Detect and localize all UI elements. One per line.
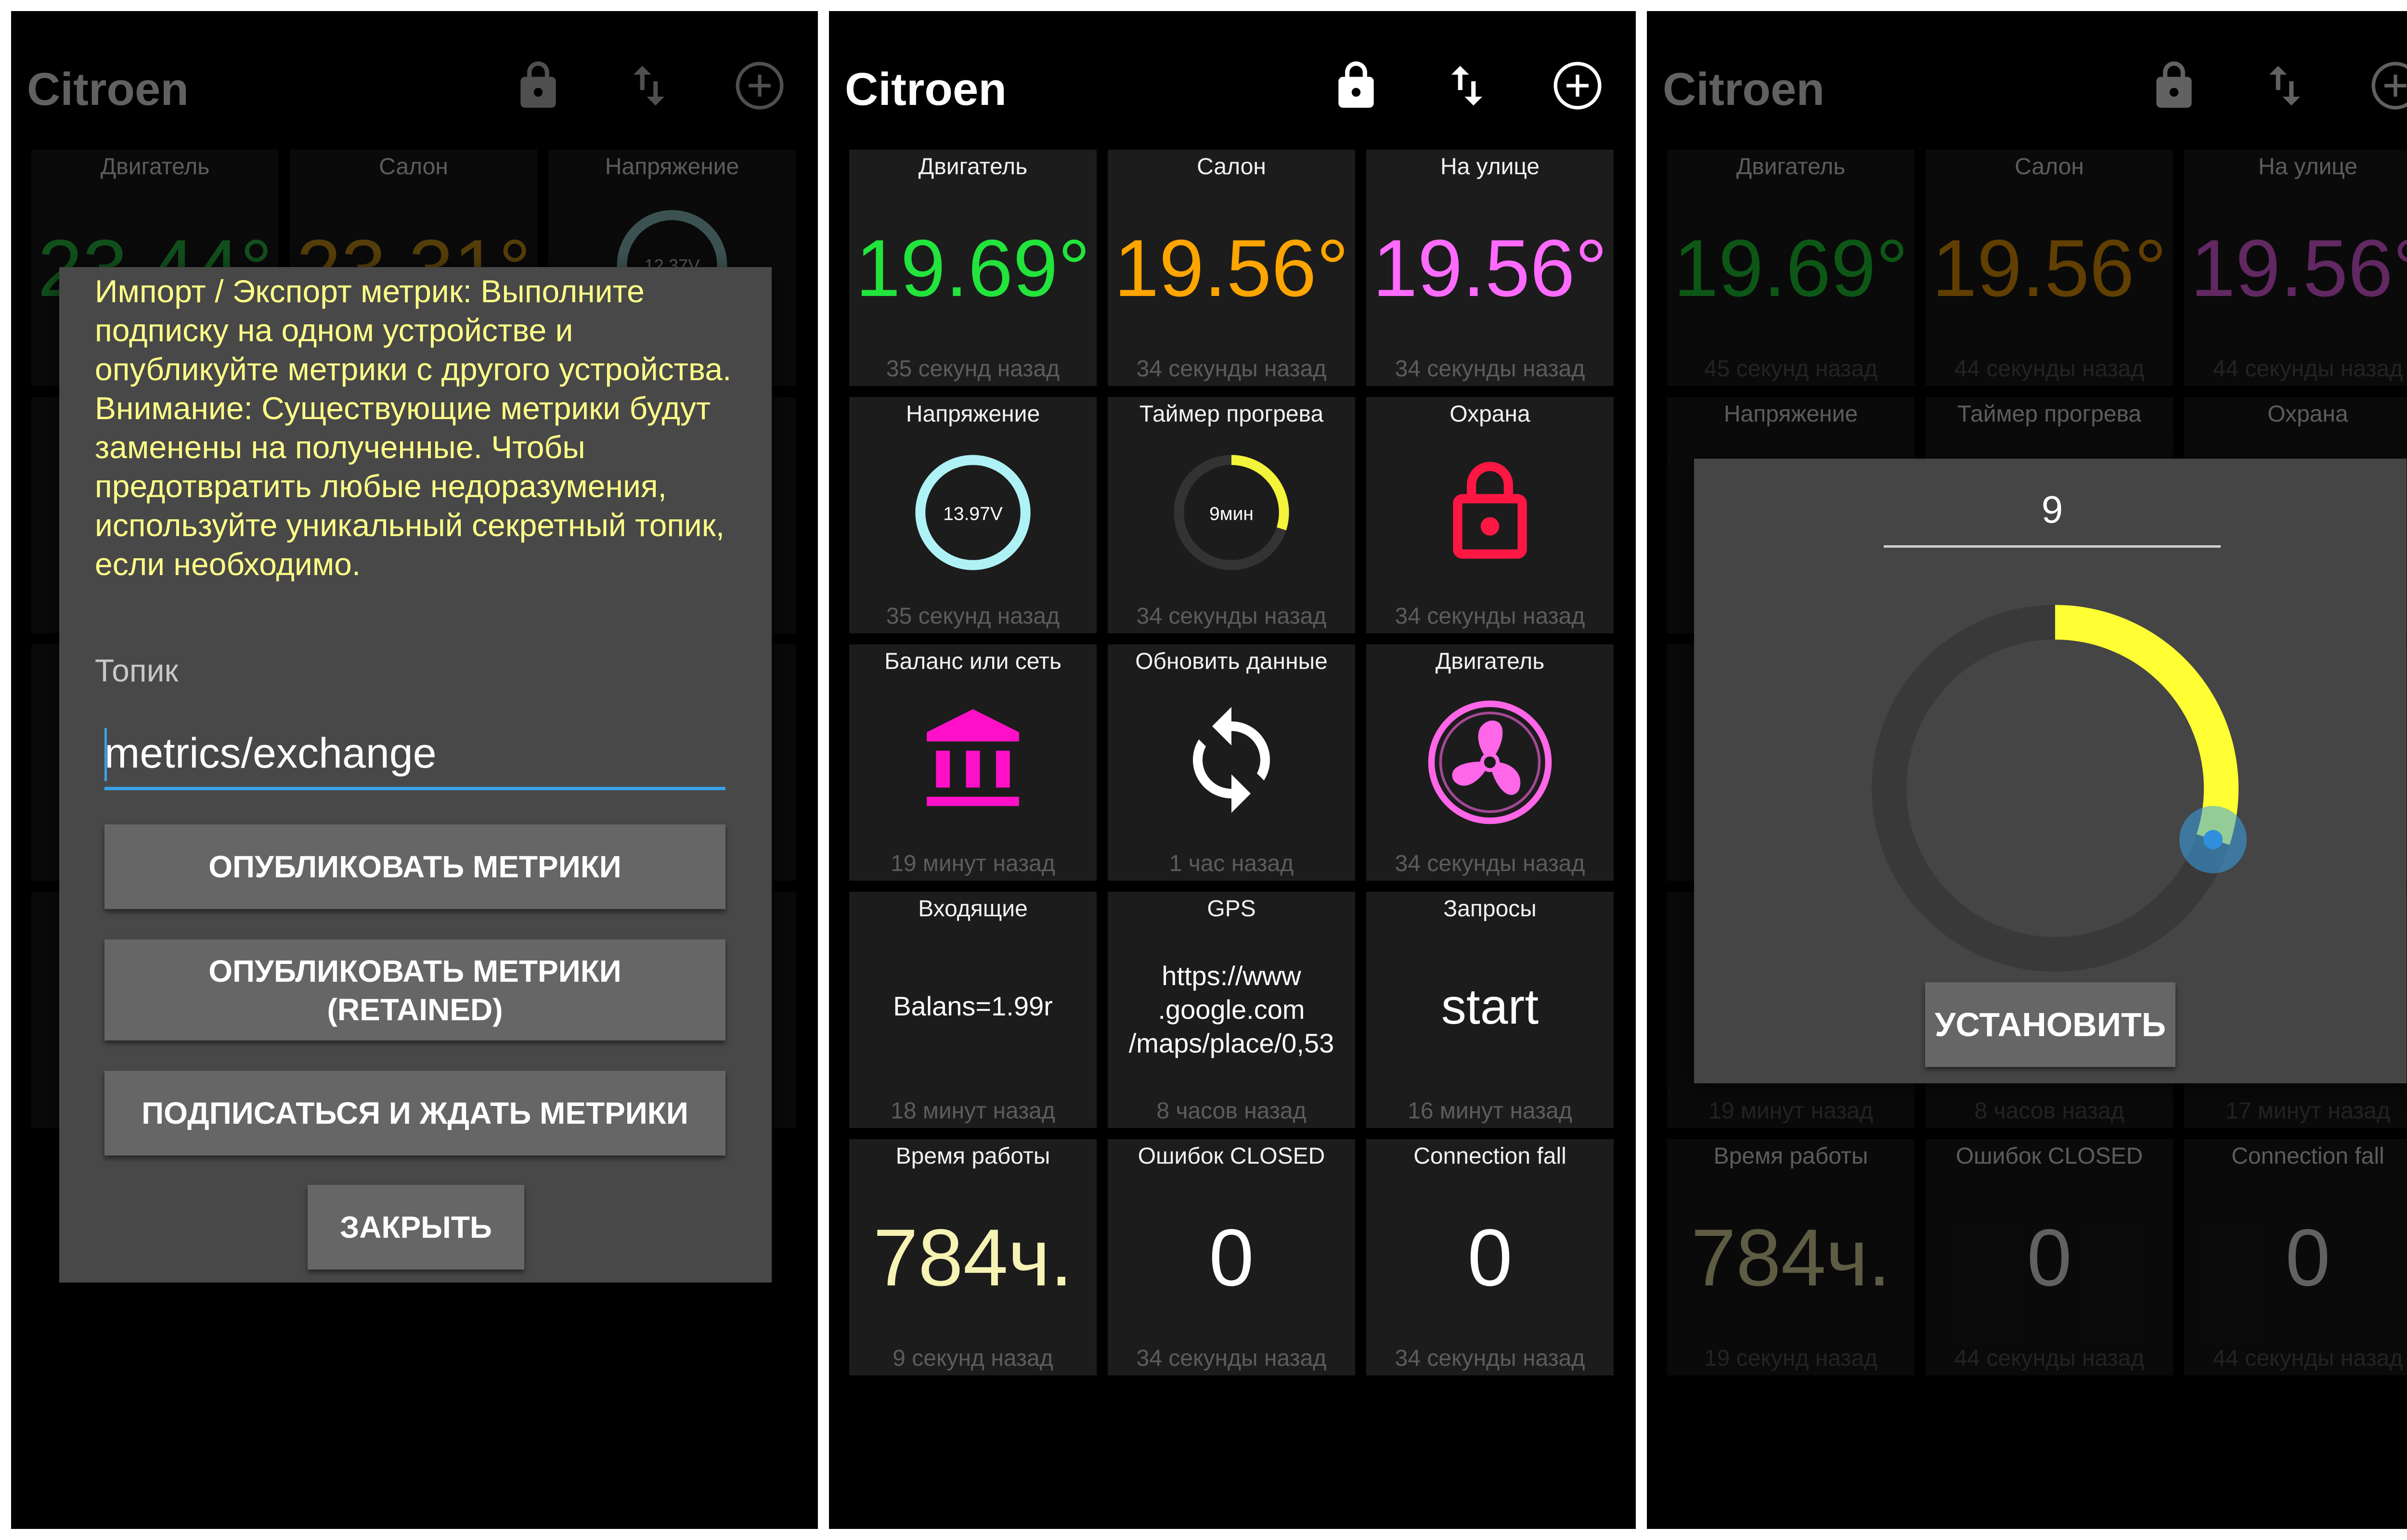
metric-tile-security[interactable]: Охрана 34 секунды назад [1366, 397, 1614, 633]
tile-value: 784ч. [873, 1212, 1073, 1303]
tile-value: 19.56° [1372, 223, 1607, 313]
tile-timestamp: 34 секунды назад [1395, 603, 1585, 629]
metric-tile-warmup-timer[interactable]: Таймер прогрева 9мин 34 секунды назад [1108, 397, 1355, 633]
subscribe-wait-button[interactable]: ПОДПИСАТЬСЯ И ЖДАТЬ МЕТРИКИ [104, 1071, 725, 1155]
button-label: ОПУБЛИКОВАТЬ МЕТРИКИ [208, 954, 621, 988]
tile-title: Напряжение [906, 401, 1040, 427]
metric-tile-refresh[interactable]: Обновить данные 1 час назад [1108, 644, 1355, 881]
tile-timestamp: 34 секунды назад [1136, 1346, 1327, 1371]
tile-timestamp: 18 минут назад [891, 1098, 1055, 1124]
bank-icon [918, 705, 1028, 815]
tile-title: На улице [1440, 154, 1540, 180]
lock-icon [1435, 457, 1545, 568]
timer-value-field[interactable]: 9 [1884, 488, 2221, 548]
dial-knob[interactable] [2203, 830, 2223, 849]
lock-icon[interactable] [1330, 59, 1383, 112]
text-cursor [104, 728, 107, 781]
tile-value: 19.56° [1114, 223, 1349, 313]
metric-tile-requests[interactable]: Запросы start 16 минут назад [1366, 892, 1614, 1128]
tile-timestamp: 34 секунды назад [1136, 603, 1327, 629]
tile-timestamp: 1 час назад [1169, 851, 1294, 876]
tile-timestamp: 35 секунд назад [886, 356, 1060, 382]
publish-metrics-button[interactable]: ОПУБЛИКОВАТЬ МЕТРИКИ [104, 824, 725, 909]
tile-title: Баланс или сеть [884, 649, 1061, 674]
button-label: (RETAINED) [327, 992, 503, 1027]
import-export-icon[interactable] [1440, 59, 1493, 112]
tile-title: GPS [1207, 896, 1256, 922]
topic-input[interactable]: metrics/exchange [104, 729, 725, 790]
metric-tile-engine-fan[interactable]: Двигатель 34 секунды назад [1366, 644, 1614, 881]
topic-label: Топик [95, 653, 179, 688]
button-label: ОПУБЛИКОВАТЬ МЕТРИКИ [208, 849, 621, 884]
gps-link-line[interactable]: https://www [1162, 961, 1301, 991]
gps-link-line[interactable]: .google.com [1158, 994, 1305, 1025]
gauge-text: 13.97V [943, 504, 1003, 525]
metric-tile-voltage[interactable]: Напряжение 13.97V 35 секунд назад [849, 397, 1097, 633]
app-bar: Citroen [829, 11, 1636, 155]
metric-tile-engine-temp[interactable]: Двигатель 19.69° 35 секунд назад [849, 150, 1097, 386]
metric-tile-outside-temp[interactable]: На улице 19.56° 34 секунды назад [1366, 150, 1614, 386]
close-button[interactable]: ЗАКРЫТЬ [308, 1185, 524, 1270]
screen-timer-dialog: Citroen Двигатель 19.69° 45 секунд назад… [1647, 11, 2407, 1529]
tile-title: Охрана [1449, 401, 1530, 427]
tile-timestamp: 16 минут назад [1408, 1098, 1572, 1124]
set-button[interactable]: УСТАНОВИТЬ [1925, 982, 2175, 1067]
gauge-text: 9мин [1209, 504, 1254, 525]
voltage-gauge: 13.97V [910, 450, 1035, 575]
publish-retained-button[interactable]: ОПУБЛИКОВАТЬ МЕТРИКИ (RETAINED) [104, 939, 725, 1040]
tile-title: Таймер прогрева [1139, 401, 1324, 427]
dialog-message: Импорт / Экспорт метрик: Выполните подпи… [95, 273, 732, 582]
tile-timestamp: 35 секунд назад [886, 603, 1060, 629]
tile-title: Двигатель [918, 154, 1028, 180]
tile-value: 0 [1467, 1212, 1513, 1303]
tile-title: Салон [1197, 154, 1266, 180]
button-label: ПОДПИСАТЬСЯ И ЖДАТЬ МЕТРИКИ [142, 1096, 688, 1130]
timer-set-dialog: 9 УСТАНОВИТЬ [1694, 459, 2407, 1083]
tile-text: start [1441, 979, 1539, 1035]
metric-tile-incoming[interactable]: Входящие Balans=1.99r 18 минут назад [849, 892, 1097, 1128]
tile-timestamp: 34 секунды назад [1136, 356, 1327, 382]
tile-timestamp: 34 секунды назад [1395, 851, 1585, 876]
tile-value: 0 [1209, 1212, 1254, 1303]
timer-dial[interactable] [1848, 581, 2262, 995]
import-export-dialog: Импорт / Экспорт метрик: Выполните подпи… [59, 267, 772, 1283]
tile-timestamp: 9 секунд назад [893, 1346, 1053, 1371]
screen-dashboard: Citroen Двигатель 19.69° 35 секунд назад… [829, 11, 1636, 1529]
metric-tile-uptime[interactable]: Время работы 784ч. 9 секунд назад [849, 1139, 1097, 1375]
tile-title: Входящие [918, 896, 1028, 922]
metric-tile-errors-closed[interactable]: Ошибок CLOSED 0 34 секунды назад [1108, 1139, 1355, 1375]
tile-timestamp: 19 минут назад [891, 851, 1055, 876]
tile-timestamp: 8 часов назад [1156, 1098, 1307, 1124]
button-label: УСТАНОВИТЬ [1934, 1006, 2166, 1043]
fan-icon [1425, 697, 1555, 827]
app-title: Citroen [845, 64, 1007, 115]
gps-link-line[interactable]: /maps/place/0,53 [1128, 1028, 1334, 1058]
tile-title: Ошибок CLOSED [1138, 1143, 1325, 1169]
tile-title: Запросы [1443, 896, 1537, 922]
tile-text: Balans=1.99r [893, 991, 1053, 1021]
tile-value: 19.69° [855, 223, 1090, 313]
metric-tile-connection-fall[interactable]: Connection fall 0 34 секунды назад [1366, 1139, 1614, 1375]
refresh-icon [1174, 702, 1289, 818]
timer-gauge: 9мин [1169, 450, 1294, 575]
tile-title: Connection fall [1413, 1143, 1566, 1169]
metric-tile-balance[interactable]: Баланс или сеть 19 минут назад [849, 644, 1097, 881]
tile-title: Время работы [895, 1143, 1050, 1169]
tile-title: Обновить данные [1135, 649, 1328, 674]
tile-timestamp: 34 секунды назад [1395, 1346, 1585, 1371]
button-label: ЗАКРЫТЬ [340, 1210, 492, 1245]
screen-import-export: Citroen Двигатель 23.44° Салон 23.31° На… [11, 11, 818, 1529]
tile-title: Двигатель [1435, 649, 1545, 674]
metric-tile-gps[interactable]: GPS https://www .google.com /maps/place/… [1108, 892, 1355, 1128]
tile-timestamp: 34 секунды назад [1395, 356, 1585, 382]
dial-progress-arc [2055, 605, 2239, 845]
add-circle-icon[interactable] [1551, 59, 1604, 112]
metric-tile-cabin-temp[interactable]: Салон 19.56° 34 секунды назад [1108, 150, 1355, 386]
